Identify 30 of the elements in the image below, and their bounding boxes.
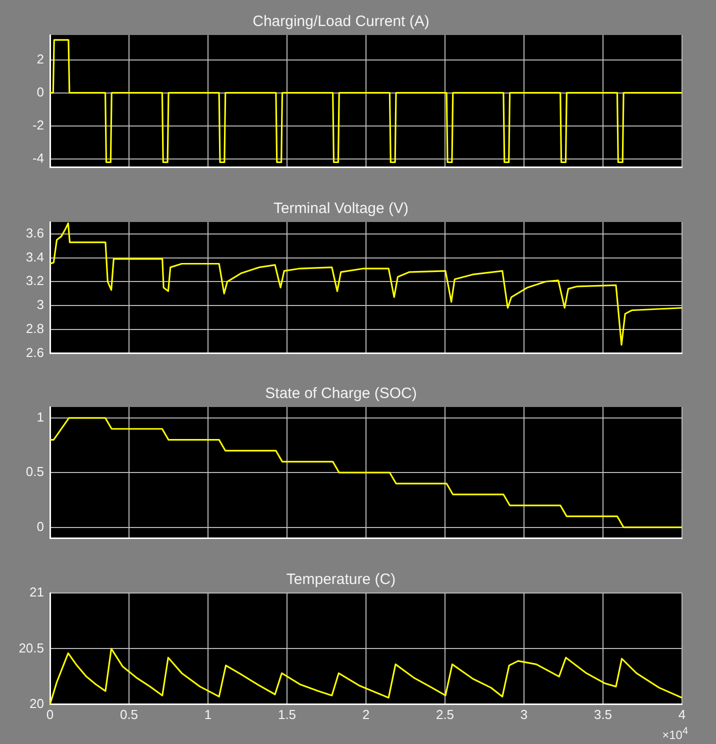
x-tick-label: 0	[46, 706, 54, 722]
chart-title: Temperature (C)	[286, 571, 396, 588]
x-tick-label: 2	[362, 706, 370, 722]
y-tick-label: 2.8	[26, 320, 44, 336]
x-tick-label: 1.5	[278, 706, 296, 722]
chart-title: State of Charge (SOC)	[265, 385, 417, 402]
y-tick-label: -2	[32, 117, 44, 132]
chart-title: Charging/Load Current (A)	[252, 13, 430, 30]
x-tick-label: 4	[678, 706, 686, 722]
y-tick-label: 0	[36, 84, 44, 100]
y-tick-label: 1	[36, 410, 44, 425]
y-tick-label: 0.5	[26, 464, 44, 480]
x-tick-label: 0.5	[120, 706, 138, 722]
y-tick-label: 2.6	[26, 344, 44, 360]
x-tick-label: 3	[520, 706, 528, 722]
y-tick-label: 3.2	[26, 273, 44, 288]
y-tick-label: 0	[36, 518, 44, 534]
y-tick-label: 3.4	[26, 249, 44, 264]
y-tick-label: 2	[36, 51, 44, 66]
y-tick-label: 3.6	[26, 226, 44, 241]
y-tick-label: 21	[30, 584, 44, 600]
y-tick-label: 3	[36, 297, 44, 312]
x-tick-label: 1	[204, 706, 212, 722]
y-tick-label: 20	[30, 696, 44, 711]
y-tick-label: -4	[32, 150, 44, 166]
text: ×10$^{4}$	[662, 726, 688, 742]
y-tick-label: 20.5	[18, 640, 44, 656]
chart-title: Terminal Voltage (V)	[273, 200, 409, 218]
x-tick-label: 3.5	[594, 706, 612, 722]
x-tick-label: 2.5	[436, 706, 454, 722]
